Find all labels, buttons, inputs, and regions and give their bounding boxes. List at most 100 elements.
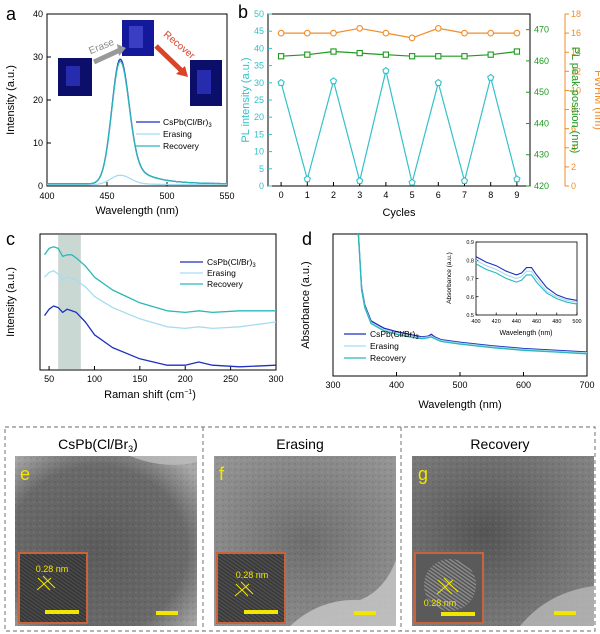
scale-bar-e xyxy=(156,611,178,615)
marker-b-1-8 xyxy=(487,51,494,58)
recover-arrowhead xyxy=(176,66,188,77)
y-axis-label-d: Absorbance (a.u.) xyxy=(300,261,312,348)
inset-lines-d xyxy=(475,256,578,305)
inset-x-tick-label-d-0: 400 xyxy=(471,319,480,325)
series-line-d-2 xyxy=(357,233,588,355)
marker-b-1-4 xyxy=(382,51,390,58)
marker-b-0-8 xyxy=(487,73,495,81)
y-axis-label-c: Intensity (a.u.) xyxy=(5,267,17,337)
y-tick-label-b-left-5: 25 xyxy=(254,95,264,105)
lattice-label-g: 0.28 nm xyxy=(424,598,457,608)
legend-label-c-1: Erasing xyxy=(207,268,236,278)
y-axis-label-b-left: PL intensity (a.u.) xyxy=(240,57,252,142)
x-tick-label-d-1: 400 xyxy=(389,380,404,390)
legend-label-c-0: CsPb(Cl/Br)3 xyxy=(207,257,256,269)
x-tick-label-c-4: 250 xyxy=(223,374,238,384)
tem-panel-g: Recovery g 0.28 nm xyxy=(412,436,594,626)
hrtem-lattice-g xyxy=(424,559,476,611)
y-tick-label-b-right-1: 2 xyxy=(571,162,576,172)
y-tick-label-a-1: 10 xyxy=(33,138,43,148)
marker-b-2-2 xyxy=(330,29,337,37)
y-tick-label-b-left-9: 45 xyxy=(254,26,264,36)
panel-letter-c: c xyxy=(6,229,15,249)
inset-y-tick-label-d-1: 0.6 xyxy=(466,295,474,301)
panel-c: c 50 100 150 200 250 300 CsPb(Cl/Br)3 Erasing… xyxy=(5,229,284,401)
panel-letter-b: b xyxy=(238,2,248,22)
series-line-b-1 xyxy=(281,50,517,57)
plot-frame-c xyxy=(39,233,277,371)
inset-d: 400 420 440 460 480 500 0.5 0.6 0.7 0.8 0.9 Wavele… xyxy=(446,240,582,337)
x-tick-label-b-5: 5 xyxy=(410,190,415,200)
x-tick-label-c-5: 300 xyxy=(268,374,283,384)
marker-b-0-7 xyxy=(460,176,469,184)
y-tick-label-b-right-9: 18 xyxy=(571,9,581,19)
series-b xyxy=(277,24,521,186)
series-lines-c xyxy=(43,246,277,368)
marker-b-1-9 xyxy=(513,48,521,55)
marker-b-2-8 xyxy=(487,29,495,37)
inset-y-label-d: Absorbance (a.u.) xyxy=(446,252,453,304)
panel-d: d 300 400 500 600 700 CsPb(Cl/Br)3 Erasing R… xyxy=(300,229,595,411)
axis-ticks-b: 0 1 2 3 4 5 6 7 8 9051015202530354045504204304404… xyxy=(254,9,581,200)
y-tick-label-b-right-8: 16 xyxy=(571,28,581,38)
recover-arrow xyxy=(154,44,185,74)
x-axis-label-b: Cycles xyxy=(382,207,416,219)
marker-b-0-5 xyxy=(408,178,416,186)
scale-bar-inset-e xyxy=(45,610,79,614)
y-tick-label-a-4: 40 xyxy=(33,9,43,19)
legend-label-d-0: CsPb(Cl/Br)3 xyxy=(370,329,419,341)
x-tick-label-d-2: 500 xyxy=(452,380,467,390)
panel-letter-f: f xyxy=(219,464,225,484)
panel-letter-a: a xyxy=(6,4,17,24)
y-tick-label-a-3: 30 xyxy=(33,52,43,62)
y-tick-label-b-right-0: 0 xyxy=(571,181,576,191)
x-tick-label-c-2: 150 xyxy=(132,374,147,384)
x-tick-label-b-2: 2 xyxy=(331,190,336,200)
inset-ticks-d: 400 420 440 460 480 500 0.5 0.6 0.7 0.8 0.9 xyxy=(466,240,581,325)
lattice-label-e: 0.28 nm xyxy=(36,564,69,574)
vial-glow-erased xyxy=(129,26,143,48)
marker-b-0-2 xyxy=(329,77,338,85)
marker-b-1-3 xyxy=(356,49,363,57)
y-tick-label-b-right-4: 8 xyxy=(571,105,576,115)
x-tick-label-b-9: 9 xyxy=(514,190,519,200)
inset-x-tick-label-d-3: 460 xyxy=(532,319,541,325)
axis-ticks-a: 400 450 500 550 0 10 20 30 40 xyxy=(33,9,235,201)
marker-b-2-4 xyxy=(382,29,390,37)
series-line-c-2 xyxy=(43,246,276,314)
marker-b-0-6 xyxy=(434,78,442,86)
vial-glow-recovered xyxy=(197,70,211,94)
marker-b-2-0 xyxy=(277,29,285,37)
tem-edge-f xyxy=(290,560,396,626)
erase-arrow xyxy=(92,47,122,65)
lattice-label-f: 0.28 nm xyxy=(236,570,269,580)
panel-letter-e: e xyxy=(20,464,30,484)
legend-label-c-2: Recovery xyxy=(207,279,244,289)
inset-frame-d xyxy=(475,241,578,316)
series-lines-a xyxy=(47,58,227,186)
y-tick-label-b-right-5: 10 xyxy=(571,85,581,95)
lattice-marker-e xyxy=(36,575,56,591)
y-tick-label-b-mid-1: 430 xyxy=(534,150,549,160)
legend-label-d-1: Erasing xyxy=(370,341,399,351)
lattice-marker-f xyxy=(234,581,254,597)
x-tick-label-c-1: 100 xyxy=(87,374,102,384)
series-line-a-2 xyxy=(47,60,227,185)
x-tick-label-d-0: 300 xyxy=(325,380,340,390)
marker-b-0-1 xyxy=(303,175,311,183)
tem-panel-e: CsPb(Cl/Br3) e 0.28 nm xyxy=(15,436,197,626)
y-axis-label-b-right: FWHM (nm) xyxy=(592,70,600,130)
scale-bar-f xyxy=(354,611,376,615)
y-tick-label-b-left-2: 10 xyxy=(254,147,264,157)
series-line-a-1 xyxy=(47,174,227,186)
panel-letter-d: d xyxy=(302,229,312,249)
x-tick-label-b-6: 6 xyxy=(436,190,441,200)
inset-x-tick-label-d-4: 480 xyxy=(552,319,561,325)
x-tick-label-b-8: 8 xyxy=(488,190,493,200)
marker-b-2-5 xyxy=(408,34,416,42)
x-tick-label-c-0: 50 xyxy=(44,374,54,384)
panel-letter-g: g xyxy=(418,464,428,484)
marker-b-0-3 xyxy=(356,176,364,184)
